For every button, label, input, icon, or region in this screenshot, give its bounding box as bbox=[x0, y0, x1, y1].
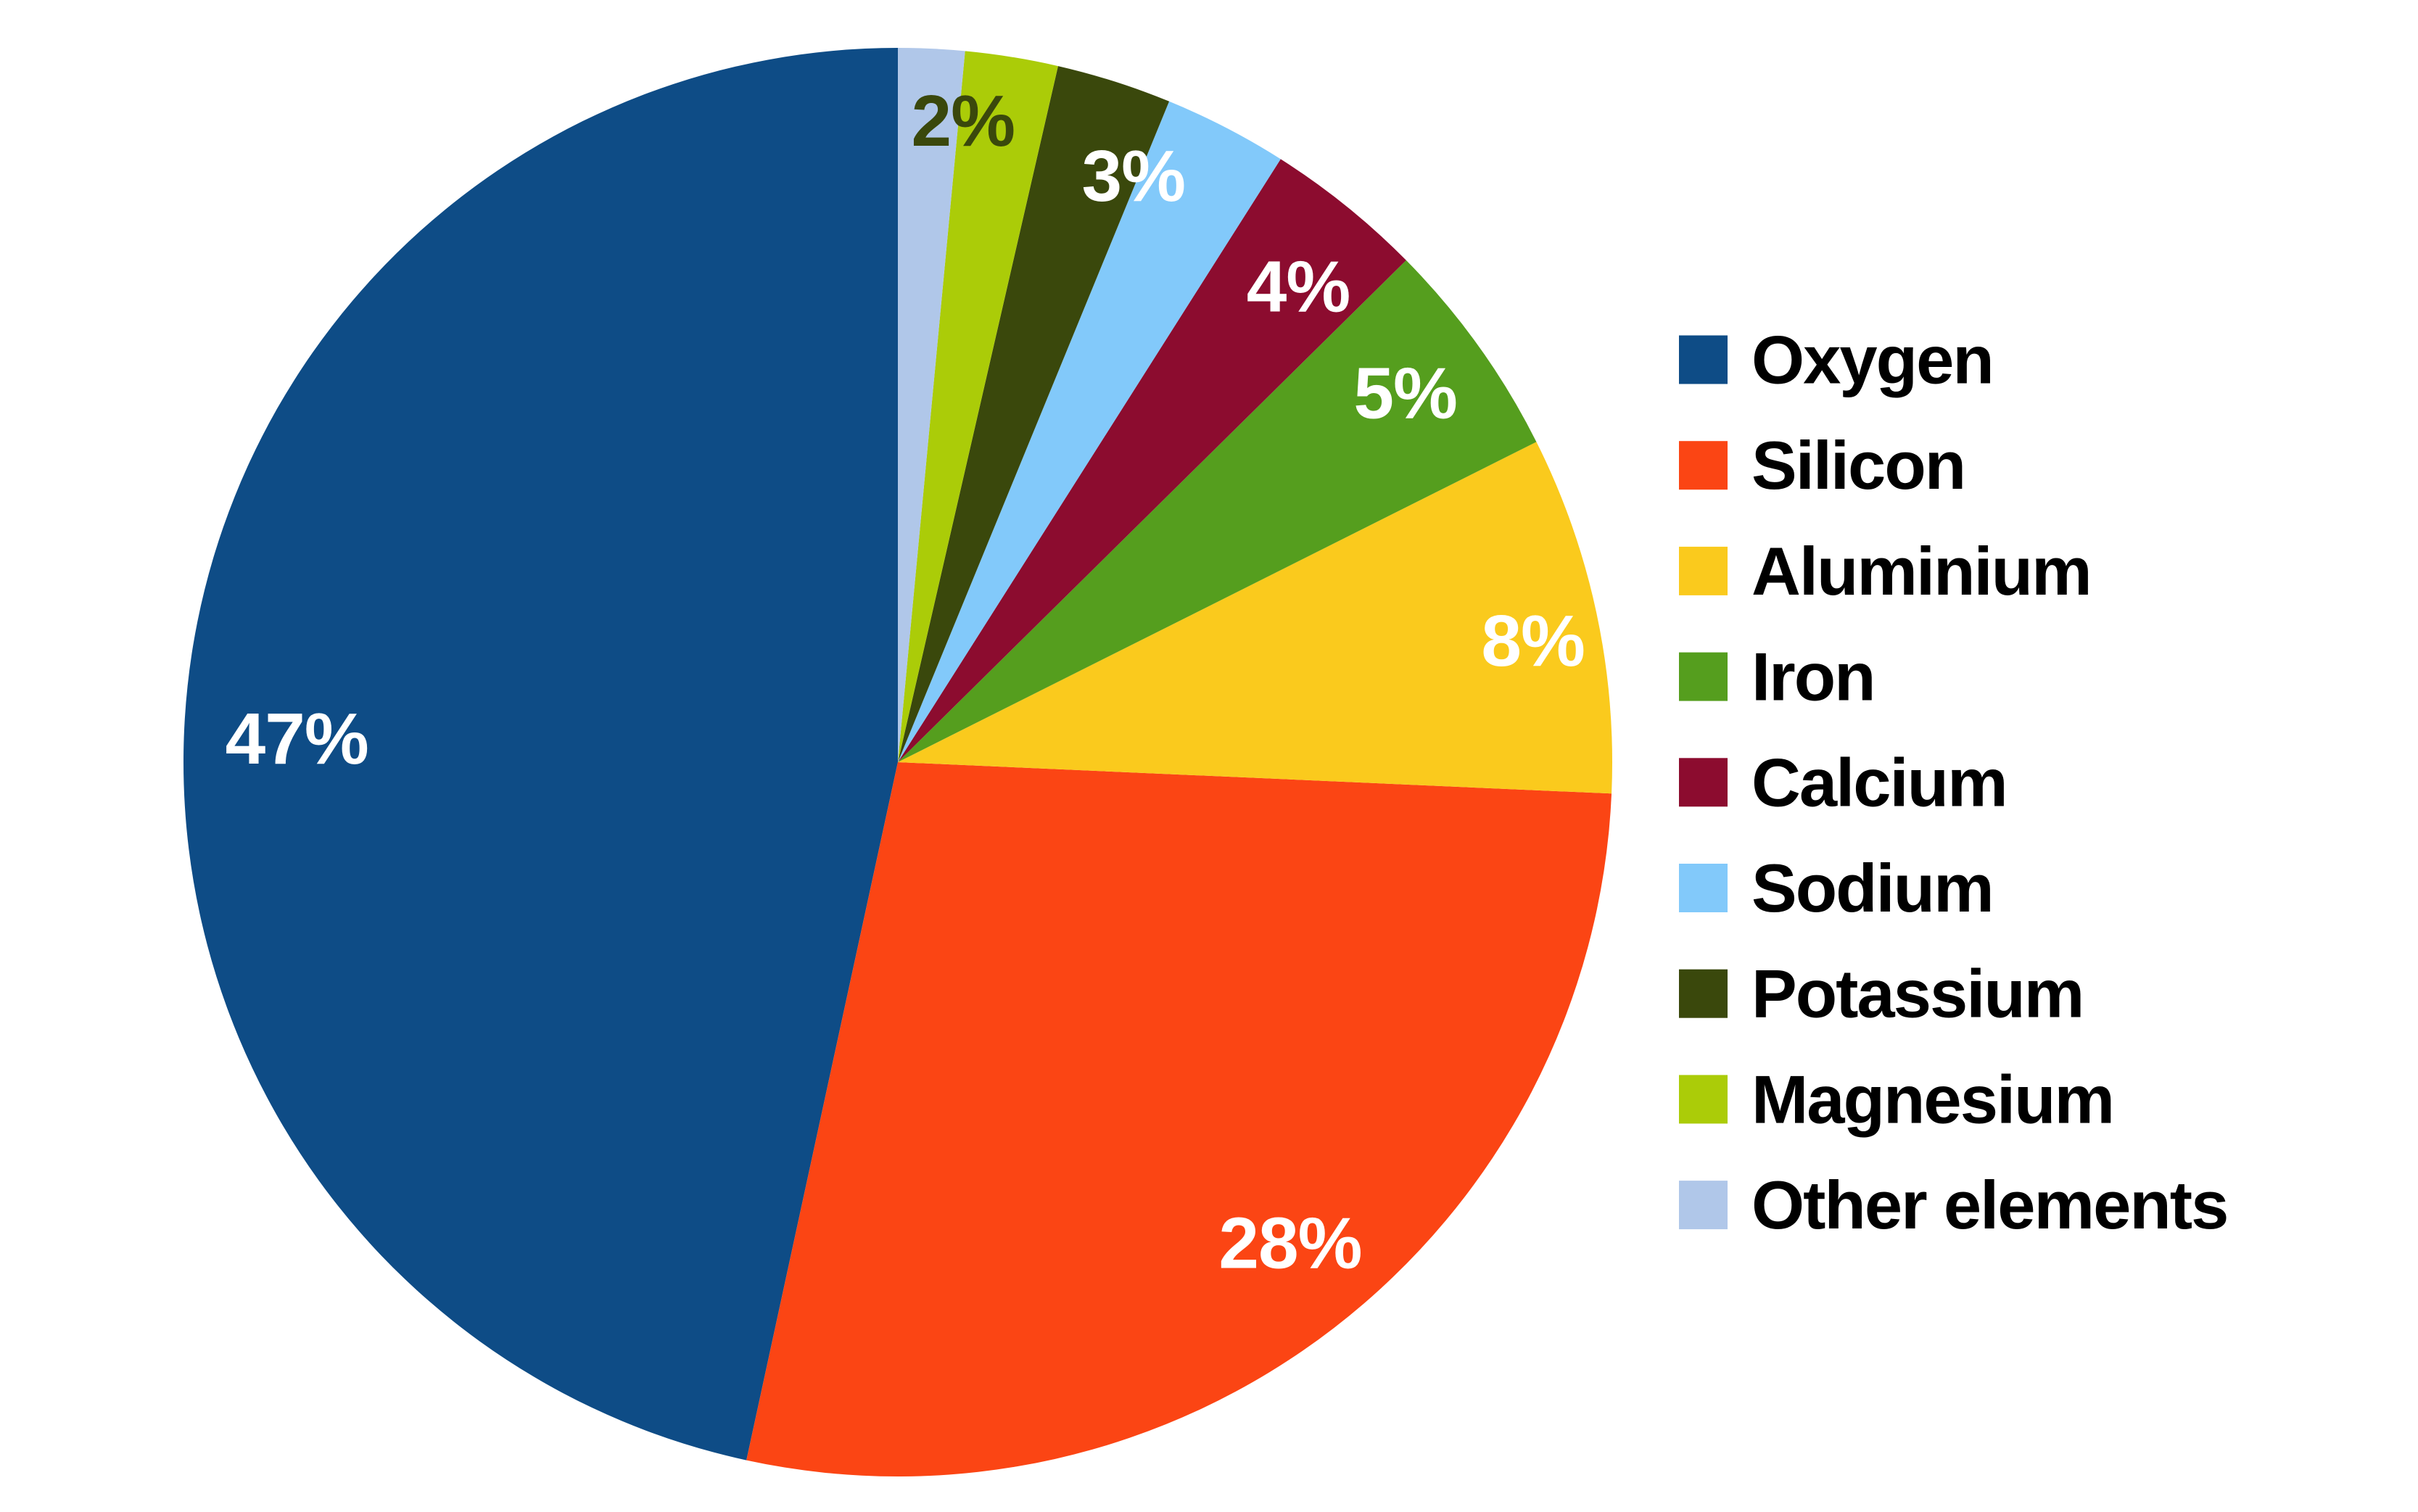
legend-item-sodium: Sodium bbox=[1679, 850, 1994, 926]
slice-value-label-silicon: 28% bbox=[1218, 1202, 1361, 1284]
legend-swatch-aluminium bbox=[1679, 546, 1728, 595]
legend-swatch-iron bbox=[1679, 652, 1728, 701]
legend: Oxygen Silicon Aluminium Iron Calcium Sodium P… bbox=[1679, 322, 2229, 1243]
slice-value-label-oxygen: 47% bbox=[226, 698, 368, 780]
legend-item-aluminium: Aluminium bbox=[1679, 533, 2092, 609]
pie-slice-calcium bbox=[898, 159, 1406, 763]
slice-value-label-potassium: 3% bbox=[1082, 136, 1186, 217]
pie-slice-other-elements bbox=[898, 48, 965, 762]
pie-slice-oxygen bbox=[183, 48, 898, 1461]
legend-swatch-sodium bbox=[1679, 864, 1728, 912]
slice-value-label-calcium: 4% bbox=[1247, 247, 1350, 328]
pie-slice-iron bbox=[898, 260, 1537, 762]
legend-label-magnesium: Magnesium bbox=[1751, 1061, 2113, 1137]
legend-item-iron: Iron bbox=[1679, 639, 1876, 715]
pie-slice-magnesium bbox=[898, 51, 1058, 763]
legend-label-iron: Iron bbox=[1751, 639, 1875, 715]
legend-swatch-silicon bbox=[1679, 441, 1728, 490]
legend-item-oxygen: Oxygen bbox=[1679, 322, 1994, 398]
legend-label-silicon: Silicon bbox=[1751, 427, 1965, 503]
pie-slice-potassium bbox=[898, 66, 1170, 763]
pie-slices bbox=[183, 48, 1613, 1477]
pie-slice-silicon bbox=[746, 762, 1612, 1477]
legend-label-oxygen: Oxygen bbox=[1751, 322, 1993, 398]
legend-item-other-elements: Other elements bbox=[1679, 1167, 2229, 1243]
legend-item-potassium: Potassium bbox=[1679, 956, 2084, 1032]
legend-label-potassium: Potassium bbox=[1751, 956, 2083, 1032]
pie-slice-sodium bbox=[898, 101, 1281, 763]
legend-swatch-potassium bbox=[1679, 969, 1728, 1018]
legend-item-magnesium: Magnesium bbox=[1679, 1061, 2115, 1137]
slice-value-label-aluminium: 8% bbox=[1481, 600, 1585, 682]
legend-label-other-elements: Other elements bbox=[1751, 1167, 2227, 1243]
pie-slice-aluminium bbox=[898, 442, 1613, 794]
legend-label-sodium: Sodium bbox=[1751, 850, 1993, 926]
legend-label-calcium: Calcium bbox=[1751, 744, 2007, 820]
slice-value-label-magnesium: 2% bbox=[912, 80, 1015, 162]
slice-value-label-iron: 5% bbox=[1353, 353, 1457, 434]
legend-item-calcium: Calcium bbox=[1679, 744, 2008, 820]
legend-swatch-other-elements bbox=[1679, 1181, 1728, 1230]
legend-label-aluminium: Aluminium bbox=[1751, 533, 2091, 609]
pie-slice-labels: 47% 28% 8% 5%4% 3% 2% bbox=[226, 80, 1585, 1284]
legend-item-silicon: Silicon bbox=[1679, 427, 1966, 503]
legend-swatch-calcium bbox=[1679, 758, 1728, 807]
legend-swatch-magnesium bbox=[1679, 1075, 1728, 1124]
legend-swatch-oxygen bbox=[1679, 335, 1728, 384]
